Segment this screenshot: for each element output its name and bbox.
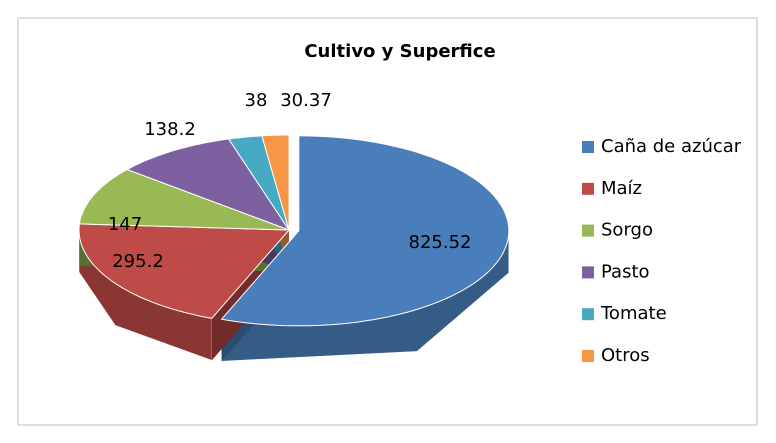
data-label: 147 [108,214,142,235]
slice [78,168,290,231]
slice [227,135,290,231]
legend-swatch [582,141,594,153]
slice [125,138,291,232]
legend-swatch [582,182,594,195]
legend-label: Pasto [601,261,650,282]
pie [78,134,510,362]
data-label: 138.2 [144,119,196,140]
slice [220,135,510,327]
legend-swatch [582,350,594,362]
data-label: 30.37 [280,90,332,111]
data-label: 38 [245,90,268,111]
legend-swatch [582,308,594,321]
chart-title: Cultivo y Superfice [304,41,495,62]
legend-label: Sorgo [601,220,653,241]
legend-label: Maíz [601,178,642,199]
legend-label: Tomate [600,303,667,324]
legend-label: Caña de azúcar [601,136,742,157]
legend-swatch [582,266,594,279]
data-label: 295.2 [112,251,164,272]
data-label: 825.52 [409,232,472,253]
legend-swatch [582,224,594,237]
slice [261,134,290,231]
slice [78,223,291,319]
legend-label: Otros [601,345,650,366]
